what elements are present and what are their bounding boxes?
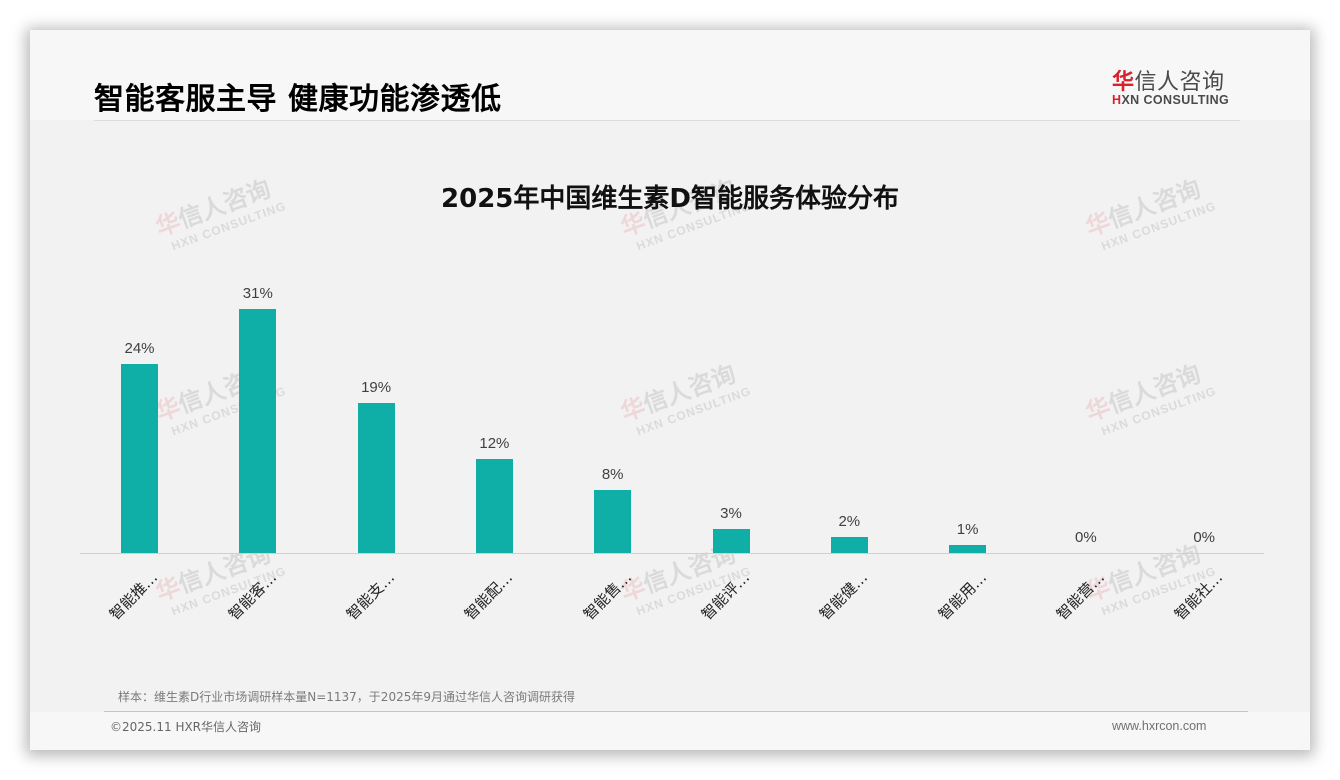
bar-value-label: 8% xyxy=(601,466,624,483)
bar xyxy=(712,529,750,553)
bar xyxy=(357,403,395,553)
logo-en: HXN CONSULTING xyxy=(1112,93,1229,107)
bar-value-label: 3% xyxy=(720,505,742,522)
bar-value-label: 2% xyxy=(838,513,861,530)
x-axis-line xyxy=(80,553,1264,554)
copyright-text: ©2025.11 HXR华信人咨询 xyxy=(110,720,262,734)
x-axis-category-label: 智能评… xyxy=(697,568,754,624)
bar xyxy=(949,545,987,553)
brand-logo: 华信人咨询 HXN CONSULTING xyxy=(1112,64,1242,112)
x-axis-category-label: 智能推… xyxy=(106,568,162,624)
x-axis-category-label: 智能客… xyxy=(224,568,280,624)
bar xyxy=(239,309,277,553)
x-axis-category-label: 智能用… xyxy=(934,568,990,624)
slide: 智能客服主导 健康功能渗透低 华信人咨询 HXN CONSULTING 华信人咨… xyxy=(30,30,1310,750)
logo-en-rest: XN CONSULTING xyxy=(1121,93,1230,107)
footer-divider xyxy=(104,711,1248,712)
bar-value-label: 19% xyxy=(361,379,392,396)
chart-title: 2025年中国维生素D智能服务体验分布 xyxy=(441,184,899,214)
bar-value-label: 0% xyxy=(1075,529,1097,546)
page-title: 智能客服主导 健康功能渗透低 xyxy=(94,82,502,117)
logo-cn-rest: 信人咨询 xyxy=(1134,70,1225,95)
website-link[interactable]: www.hxrcon.com xyxy=(1112,719,1207,733)
bar-value-label: 24% xyxy=(124,340,155,357)
x-axis-category-label: 智能支… xyxy=(343,568,399,624)
header-divider xyxy=(94,120,1240,121)
logo-cn: 华信人咨询 xyxy=(1112,64,1225,96)
x-axis-category-label: 智能社… xyxy=(1171,568,1227,624)
bar-value-label: 1% xyxy=(956,521,979,538)
bar-value-label: 0% xyxy=(1193,529,1216,546)
x-axis-category-label: 智能营… xyxy=(1052,568,1109,624)
sample-note: 样本：维生素D行业市场调研样本量N=1137，于2025年9月通过华信人咨询调研… xyxy=(118,690,575,704)
bar xyxy=(121,364,158,553)
bar xyxy=(594,490,632,553)
bar xyxy=(475,459,513,553)
bar xyxy=(830,537,868,553)
bar-value-label: 31% xyxy=(242,285,273,302)
x-axis-category-label: 智能售… xyxy=(579,568,635,624)
logo-en-first: H xyxy=(1112,93,1122,107)
x-axis-category-label: 智能健… xyxy=(816,568,872,624)
bar-value-label: 12% xyxy=(479,435,510,452)
header-band xyxy=(30,30,1310,120)
x-axis-category-label: 智能配… xyxy=(461,568,517,624)
bar-chart: 24% 智能推… 31% 智能客… 19% 智能支… 12% 智能配… 8% 智能售… 3% 智能评…… xyxy=(30,30,1310,750)
footer-band xyxy=(30,712,1310,750)
logo-cn-first: 华 xyxy=(1112,70,1135,95)
